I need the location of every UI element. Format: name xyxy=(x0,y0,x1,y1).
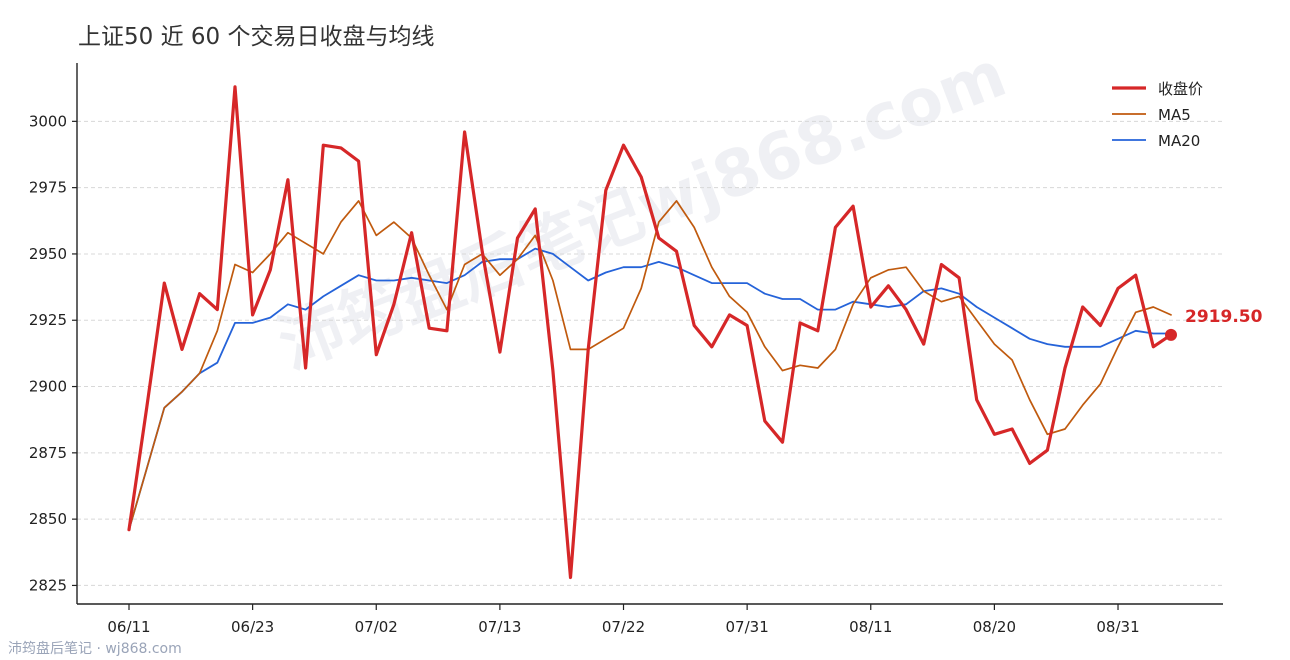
y-tick-label: 2975 xyxy=(29,179,67,197)
footer-credit: 沛筠盘后笔记 · wj868.com xyxy=(8,640,182,657)
legend-label: MA5 xyxy=(1158,106,1191,124)
y-tick-label: 2850 xyxy=(29,510,67,528)
legend: 收盘价 MA5 MA20 xyxy=(1112,80,1203,150)
y-tick-label: 2825 xyxy=(29,576,67,594)
y-tick-label: 2875 xyxy=(29,444,67,462)
x-axis-ticks: 06/11 06/23 07/02 07/13 07/22 07/31 08/11 08/20… xyxy=(107,604,1140,636)
chart-title: 上证50 近 60 个交易日收盘与均线 xyxy=(78,24,434,50)
series-line-ma5 xyxy=(128,200,1172,531)
series-layer xyxy=(127,85,1173,580)
x-tick-label: 06/11 xyxy=(107,618,150,636)
last-value-label: 2919.50 xyxy=(1185,307,1263,327)
legend-label: MA20 xyxy=(1158,132,1200,150)
y-axis-ticks: 2825 2850 2875 2900 2925 2950 2975 3000 xyxy=(29,112,77,594)
watermark-text: 沛筠盘后笔记wj868.com xyxy=(269,38,1016,384)
x-tick-label: 08/31 xyxy=(1096,618,1139,636)
x-tick-label: 07/31 xyxy=(726,618,769,636)
x-tick-label: 08/11 xyxy=(849,618,892,636)
x-tick-label: 07/13 xyxy=(478,618,521,636)
series-line-close xyxy=(127,85,1173,580)
x-tick-label: 06/23 xyxy=(231,618,274,636)
x-tick-label: 08/20 xyxy=(973,618,1016,636)
y-tick-label: 2950 xyxy=(29,245,67,263)
x-tick-label: 07/22 xyxy=(602,618,645,636)
y-tick-label: 3000 xyxy=(29,112,67,130)
y-tick-label: 2900 xyxy=(29,378,67,396)
x-tick-label: 07/02 xyxy=(355,618,398,636)
last-point-marker xyxy=(1165,328,1177,341)
legend-label: 收盘价 xyxy=(1158,80,1203,98)
gridlines xyxy=(77,120,1223,586)
y-tick-label: 2925 xyxy=(29,311,67,329)
series-line-ma20 xyxy=(128,247,1172,531)
